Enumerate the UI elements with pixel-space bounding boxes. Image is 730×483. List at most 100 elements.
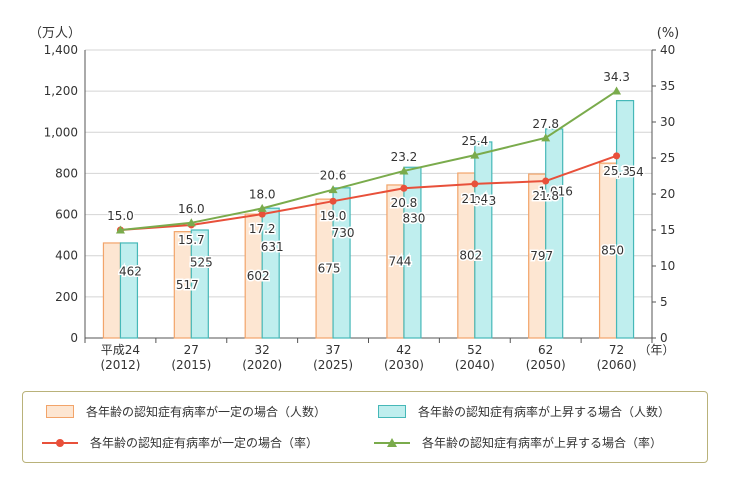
bar-rising-value-label: 1,154 xyxy=(609,165,643,179)
bar-constant-value-label: 517 xyxy=(176,278,199,292)
bar-rising xyxy=(190,229,209,339)
x-category-year: (2015) xyxy=(171,358,211,372)
legend-item-bar-rising: 各年齢の認知症有病率が上昇する場合（人数） xyxy=(378,403,670,420)
line-constant-marker xyxy=(542,177,550,185)
x-category-year: (2060) xyxy=(597,358,637,372)
x-category-year: (2025) xyxy=(313,358,353,372)
x-category-label: 72 xyxy=(609,343,624,357)
line-constant-marker xyxy=(613,152,621,160)
x-category-label: 62 xyxy=(538,343,553,357)
right-axis-tick-label: 15 xyxy=(660,223,675,237)
bar-rising-value-label: 462 xyxy=(119,264,142,278)
left-axis-tick-label: 0 xyxy=(70,331,78,345)
bar-rising-value-label: 631 xyxy=(261,240,284,254)
line-rising-marker xyxy=(186,218,196,227)
line-constant-value-label: 17.2 xyxy=(249,222,276,236)
right-axis-tick-label: 20 xyxy=(660,187,675,201)
x-category-year: (2020) xyxy=(242,358,282,372)
bar-constant xyxy=(102,242,122,339)
legend-label-line-rising: 各年齢の認知症有病率が上昇する場合（率） xyxy=(422,436,663,450)
x-category-label: 27 xyxy=(184,343,199,357)
bar-rising-value-label: 953 xyxy=(473,194,496,208)
right-axis-tick-label: 5 xyxy=(660,295,668,309)
bar-rising-value-label: 525 xyxy=(190,255,213,269)
line-rising-marker xyxy=(612,86,622,95)
legend-swatch-line-constant xyxy=(42,436,78,450)
line-constant xyxy=(120,154,617,231)
line-constant-marker xyxy=(400,184,408,192)
legend-label-line-constant: 各年齢の認知症有病率が一定の場合（率） xyxy=(90,436,319,450)
bar-rising-value-label: 1,016 xyxy=(539,185,573,199)
line-constant-marker xyxy=(329,197,337,205)
line-rising-value-label: 34.3 xyxy=(603,70,630,84)
bar-rising xyxy=(545,128,564,339)
line-rising xyxy=(120,90,618,231)
x-category-label: 37 xyxy=(325,343,340,357)
left-axis-tick-label: 800 xyxy=(55,166,78,180)
legend-label-bar-rising: 各年齢の認知症有病率が上昇する場合（人数） xyxy=(418,405,671,419)
left-axis-tick-label: 1,400 xyxy=(44,43,78,57)
right-axis-tick-label: 10 xyxy=(660,259,675,273)
legend-swatch-bar-rising xyxy=(378,405,406,418)
line-rising-marker xyxy=(399,166,409,175)
x-category-year: (2012) xyxy=(100,358,140,372)
x-category-year: (2030) xyxy=(384,358,424,372)
left-axis-tick-label: 400 xyxy=(55,249,78,263)
line-constant-marker xyxy=(471,180,479,188)
line-constant-marker xyxy=(258,210,266,218)
x-category-label: 平成24 xyxy=(101,343,140,357)
bar-constant-value-label: 850 xyxy=(601,244,624,258)
line-rising-value-label: 20.6 xyxy=(320,169,347,183)
bar-constant-value-label: 744 xyxy=(388,254,411,268)
legend-swatch-bar-constant xyxy=(46,405,74,418)
x-category-label: 32 xyxy=(255,343,270,357)
line-rising-value-label: 25.4 xyxy=(461,134,488,148)
left-axis-unit: （万人） xyxy=(29,26,81,41)
line-rising-marker xyxy=(115,225,125,234)
line-rising-value-label: 18.0 xyxy=(249,187,276,201)
bar-rising-value-label: 730 xyxy=(332,226,355,240)
bar-constant-value-label: 797 xyxy=(530,249,553,263)
x-category-label: 42 xyxy=(396,343,411,357)
line-rising-value-label: 16.0 xyxy=(178,202,205,216)
left-axis-tick-label: 200 xyxy=(55,290,78,304)
x-axis-unit: （年） xyxy=(639,343,675,357)
legend-label-bar-constant: 各年齢の認知症有病率が一定の場合（人数） xyxy=(86,405,327,419)
left-axis-tick-label: 1,000 xyxy=(44,125,78,139)
line-constant-value-label: 20.8 xyxy=(391,196,418,210)
right-axis-tick-label: 30 xyxy=(660,115,675,129)
legend-swatch-line-rising xyxy=(374,436,410,450)
bar-rising xyxy=(119,242,139,339)
line-constant-value-label: 21.4 xyxy=(461,192,488,206)
line-constant-value-label: 25.3 xyxy=(603,164,630,178)
bar-rising xyxy=(615,100,635,339)
legend-item-bar-constant: 各年齢の認知症有病率が一定の場合（人数） xyxy=(46,403,326,420)
bar-rising xyxy=(261,207,280,339)
legend-item-line-rising: 各年齢の認知症有病率が上昇する場合（率） xyxy=(374,434,662,451)
line-rising-marker xyxy=(328,185,338,194)
right-axis-tick-label: 0 xyxy=(660,331,668,345)
line-constant-value-label: 19.0 xyxy=(320,209,347,223)
chart-legend: 各年齢の認知症有病率が一定の場合（人数） 各年齢の認知症有病率が上昇する場合（人… xyxy=(22,391,708,463)
combo-chart: 0 200 400 600 800 1,000 1,200 1,400 0 5 10 15 20 25 30… xyxy=(29,26,680,372)
right-axis-unit: (%) xyxy=(657,26,680,41)
bar-rising-value-label: 830 xyxy=(402,211,425,225)
line-rising-value-label: 27.8 xyxy=(532,117,559,131)
legend-item-line-constant: 各年齢の認知症有病率が一定の場合（率） xyxy=(42,434,318,451)
line-rising-value-label: 23.2 xyxy=(391,150,418,164)
line-constant-value-label: 21.8 xyxy=(532,189,559,203)
right-axis-tick-label: 35 xyxy=(660,79,675,93)
bar-rising xyxy=(474,141,493,339)
right-axis-tick-label: 25 xyxy=(660,151,675,165)
line-rising-marker xyxy=(257,203,267,212)
line-rising-marker xyxy=(470,150,480,159)
bar-constant-value-label: 802 xyxy=(459,249,482,263)
x-category-year: (2040) xyxy=(455,358,495,372)
line-rising-value-label: 15.0 xyxy=(107,209,134,223)
bar-rising xyxy=(403,166,422,339)
left-axis-tick-label: 600 xyxy=(55,208,78,222)
x-category-year: (2050) xyxy=(526,358,566,372)
bar-constant-value-label: 602 xyxy=(247,269,270,283)
bar-constant-value-label: 675 xyxy=(318,262,341,276)
left-axis-tick-label: 1,200 xyxy=(44,84,78,98)
